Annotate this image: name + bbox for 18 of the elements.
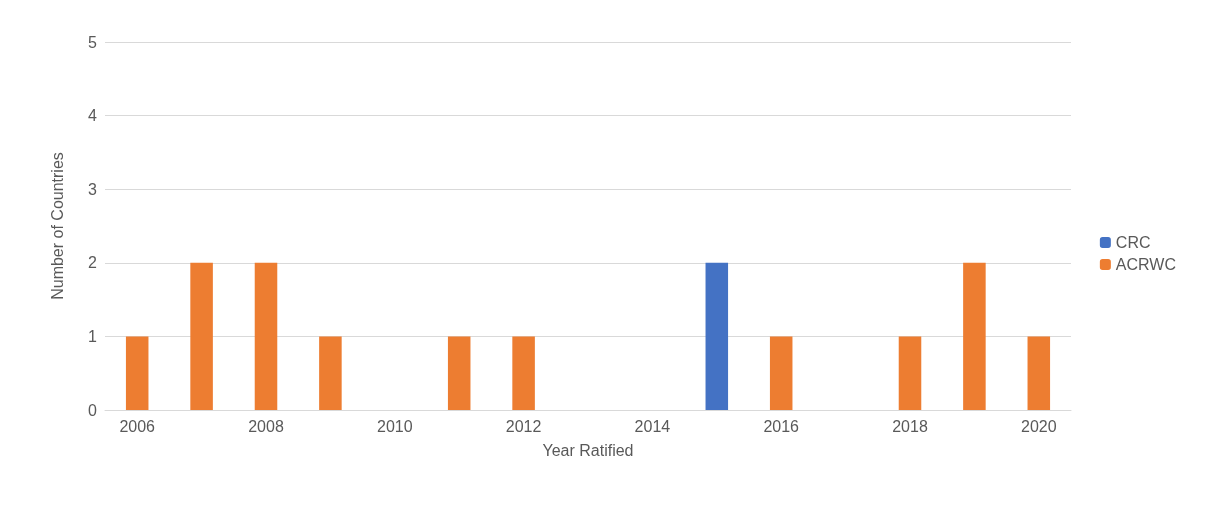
legend-label: CRC <box>1115 234 1151 251</box>
x-tick-label: 2008 <box>248 417 284 435</box>
x-tick-label: 2012 <box>505 417 542 435</box>
y-tick-label: 3 <box>88 180 98 198</box>
x-tick-label: 2006 <box>119 417 156 435</box>
y-axis-title: Number of Countries <box>48 152 66 300</box>
x-tick-label: 2020 <box>1021 417 1057 435</box>
x-tick-label: 2010 <box>377 417 413 435</box>
x-tick-label: 2016 <box>763 417 800 435</box>
x-tick-label: 2014 <box>634 417 671 435</box>
y-tick-label: 0 <box>88 401 98 419</box>
legend-label: ACRWC <box>1115 256 1177 273</box>
x-tick-label: 2018 <box>892 417 928 435</box>
x-axis-title: Year Ratified <box>542 441 634 459</box>
y-tick-label: 2 <box>88 254 98 272</box>
y-tick-label: 5 <box>88 33 98 51</box>
y-tick-label: 1 <box>88 327 98 345</box>
y-tick-label: 4 <box>88 107 98 125</box>
